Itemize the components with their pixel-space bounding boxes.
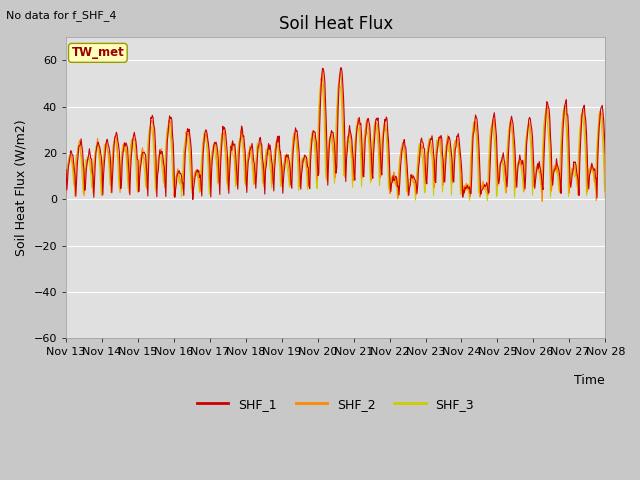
Text: TW_met: TW_met xyxy=(72,47,124,60)
Text: No data for f_SHF_4: No data for f_SHF_4 xyxy=(6,10,117,21)
Title: Soil Heat Flux: Soil Heat Flux xyxy=(278,15,393,33)
Legend: SHF_1, SHF_2, SHF_3: SHF_1, SHF_2, SHF_3 xyxy=(192,393,479,416)
X-axis label: Time: Time xyxy=(575,374,605,387)
Y-axis label: Soil Heat Flux (W/m2): Soil Heat Flux (W/m2) xyxy=(15,120,28,256)
